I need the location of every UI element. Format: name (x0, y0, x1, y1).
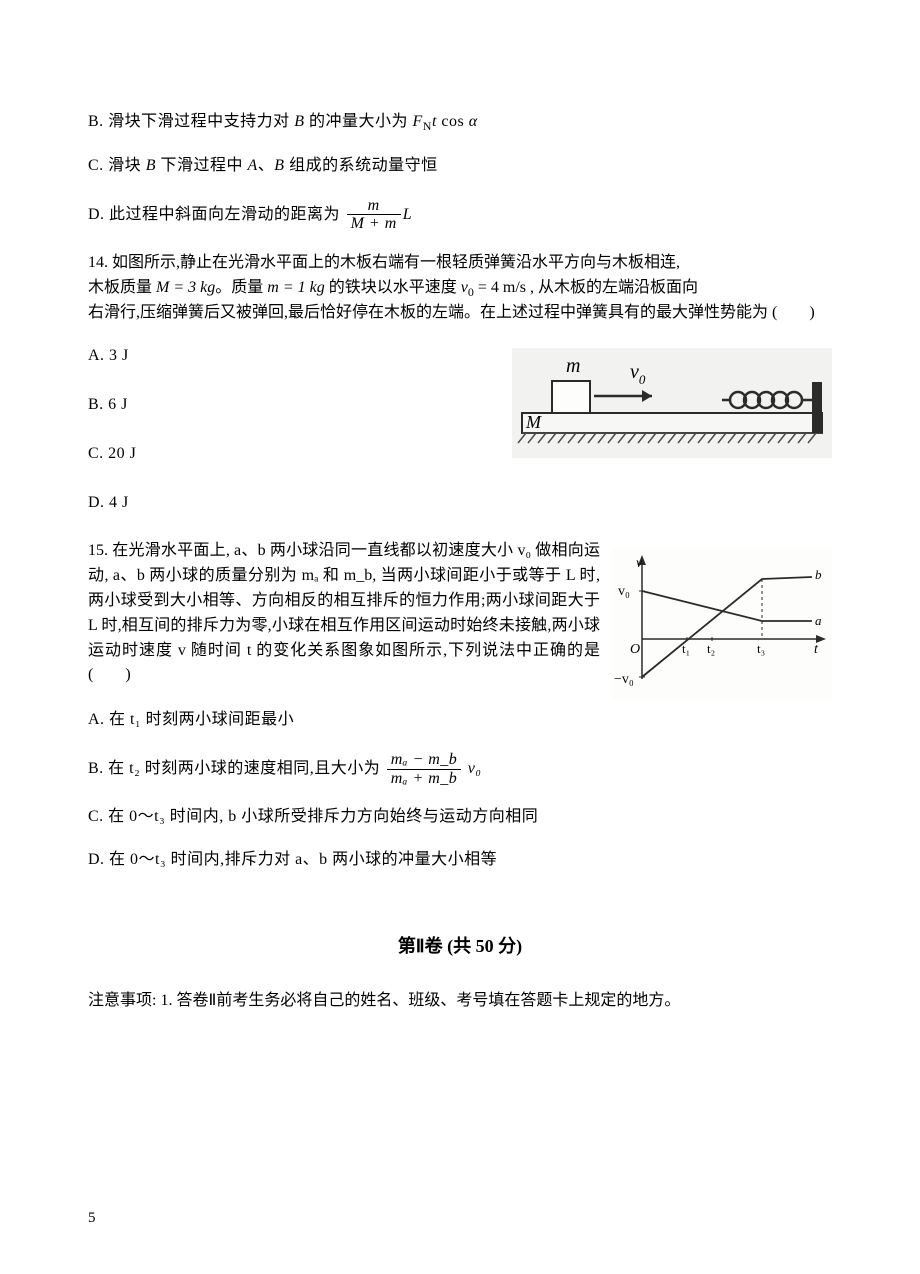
var-F: F (412, 113, 422, 130)
text: 的冲量大小为 (304, 113, 412, 130)
q14-body: A. 3 J B. 6 J C. 20 J D. 4 J m v0 (88, 344, 832, 539)
var-B: B (146, 157, 156, 174)
v: v (461, 279, 468, 296)
section-2-title: 第Ⅱ卷 (共 50 分) (88, 933, 832, 961)
q14-option-b: B. 6 J (88, 393, 500, 418)
denominator: mₐ + m_b (387, 769, 462, 788)
svg-text:m: m (566, 355, 580, 377)
q15-stem: 15. 在光滑水平面上, a、b 两小球沿同一直线都以初速度大小 v₀ 做相向运… (88, 539, 600, 688)
q14-option-d: D. 4 J (88, 491, 500, 516)
sub-N: N (423, 119, 432, 133)
q14-figure: m v0 M (512, 348, 832, 467)
text: D. 此过程中斜面向左滑动的距离为 (88, 205, 345, 222)
q14-stem: 14. 如图所示,静止在光滑水平面上的木板右端有一根轻质弹簧沿水平方向与木板相连… (88, 251, 832, 326)
var-B: B (294, 113, 304, 130)
q13-option-d: D. 此过程中斜面向左滑动的距离为 mM + mL (88, 197, 832, 233)
svg-text:O: O (630, 642, 640, 657)
post: v₀ (463, 760, 481, 777)
svg-text:a: a (815, 613, 822, 628)
numerator: mₐ − m_b (387, 751, 462, 769)
cos: cos (437, 113, 469, 130)
text: B. 滑块下滑过程中支持力对 (88, 113, 294, 130)
M: M = 3 kg (156, 279, 215, 296)
q14-option-a: A. 3 J (88, 344, 500, 369)
fraction: mM + m (347, 197, 401, 233)
var-B2: B (274, 157, 284, 174)
fraction: mₐ − m_bmₐ + m_b (387, 751, 462, 787)
m: m = 1 kg (267, 279, 324, 296)
q13-option-c: C. 滑块 B 下滑过程中 A、B 组成的系统动量守恒 (88, 154, 832, 179)
var-A: A (247, 157, 257, 174)
text: B. 在 t₂ 时刻两小球的速度相同,且大小为 (88, 760, 385, 777)
numerator: m (347, 197, 401, 215)
t: 。质量 (215, 279, 267, 296)
q15-figure: v₀ −v₀ O v t a b t₁ t₂ t₃ (612, 549, 832, 708)
svg-text:t₂: t₂ (707, 641, 715, 656)
svg-text:v₀: v₀ (618, 584, 630, 599)
svg-text:M: M (525, 412, 542, 432)
text: 组成的系统动量守恒 (285, 157, 438, 174)
q15-body: 15. 在光滑水平面上, a、b 两小球沿同一直线都以初速度大小 v₀ 做相向运… (88, 539, 832, 708)
line2: 木板质量 M = 3 kg。质量 m = 1 kg 的铁块以水平速度 v0 = … (88, 276, 832, 302)
text: C. 滑块 (88, 157, 146, 174)
text: 下滑过程中 (156, 157, 248, 174)
alpha: α (469, 113, 478, 130)
q13-option-b: B. 滑块下滑过程中支持力对 B 的冲量大小为 FNt cos α (88, 110, 832, 136)
t: 的铁块以水平速度 (325, 279, 461, 296)
sep: 、 (258, 157, 275, 174)
denominator: M + m (347, 214, 401, 233)
q15-option-c: C. 在 0～t₃ 时间内, b 小球所受排斥力方向始终与运动方向相同 (88, 805, 832, 830)
val: = 4 m/s (474, 279, 526, 296)
t: , 从木板的左端沿板面向 (526, 279, 698, 296)
q15-option-b: B. 在 t₂ 时刻两小球的速度相同,且大小为 mₐ − m_bmₐ + m_b… (88, 751, 832, 787)
svg-text:t₃: t₃ (757, 641, 765, 656)
q14-options: A. 3 J B. 6 J C. 20 J D. 4 J (88, 344, 500, 539)
line3: 右滑行,压缩弹簧后又被弹回,最后恰好停在木板的左端。在上述过程中弹簧具有的最大弹… (88, 301, 832, 326)
svg-text:v: v (636, 556, 643, 571)
q15-option-d: D. 在 0～t₃ 时间内,排斥力对 a、b 两小球的冲量大小相等 (88, 848, 832, 873)
page-number: 5 (88, 1207, 96, 1230)
svg-text:t₁: t₁ (682, 641, 690, 656)
q14-option-c: C. 20 J (88, 442, 500, 467)
svg-text:b: b (815, 567, 822, 582)
t: 木板质量 (88, 279, 156, 296)
svg-text:−v₀: −v₀ (614, 672, 634, 687)
section-2-note: 注意事项: 1. 答卷Ⅱ前考生务必将自己的姓名、班级、考号填在答题卡上规定的地方… (88, 989, 832, 1014)
var-L: L (403, 205, 412, 222)
line1: 14. 如图所示,静止在光滑水平面上的木板右端有一根轻质弹簧沿水平方向与木板相连… (88, 251, 832, 276)
q15-option-a: A. 在 t₁ 时刻两小球间距最小 (88, 708, 832, 733)
